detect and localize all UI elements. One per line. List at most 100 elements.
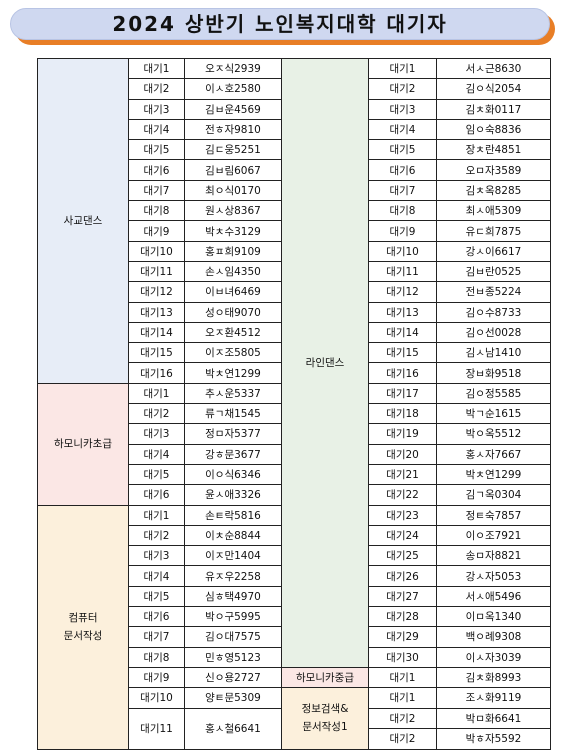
waitlist-number: 대기30: [368, 646, 437, 668]
applicant-code: 강ㅅ이6617: [436, 240, 551, 262]
applicant-code: 김ㅊ화8993: [436, 666, 551, 689]
waitlist-number: 대기28: [368, 606, 437, 628]
applicant-code: 박ㅎ자5592: [436, 728, 551, 750]
applicant-code: 이ㅁ옥1340: [436, 606, 551, 628]
waitlist-number: 대기1: [128, 57, 185, 80]
table-row: 대기6 박ㅇ구5995 대기28 이ㅁ옥1340: [38, 606, 551, 628]
waitlist-number: 대기15: [368, 342, 437, 364]
applicant-code: 이ㅅ자3039: [436, 646, 551, 668]
waitlist-number: 대기16: [368, 362, 437, 384]
waitlist-number: 대기17: [368, 382, 437, 405]
waitlist-number: 대기4: [128, 443, 185, 465]
applicant-code: 강ㅎ문3677: [184, 443, 282, 465]
waitlist-number: 대기14: [368, 321, 437, 344]
applicant-code: 조ㅅ화9119: [436, 687, 551, 709]
applicant-code: 손ㅅ임4350: [184, 260, 282, 283]
waitlist-number: 대기11: [128, 707, 185, 750]
applicant-code: 김ㅂ림6067: [184, 159, 282, 181]
waitlist-number: 대기9: [128, 666, 185, 689]
category-label: 문서작성1: [302, 721, 348, 734]
table-row: 대기5 김ㄷ웅5251 대기5 장ㅊ란4851: [38, 139, 551, 161]
applicant-code: 양ㅌ문5309: [184, 687, 282, 709]
table-row: 대기8 민ㅎ영5123 대기30 이ㅅ자3039: [38, 646, 551, 668]
applicant-code: 김ㅇ수8733: [436, 301, 551, 323]
table-row: 대기2 이ㅊ순8844 대기24 이ㅇ조7921: [38, 524, 551, 547]
applicant-code: 김ㅇ정5585: [436, 382, 551, 405]
table-row: 대기15 이ㅈ조5805 대기15 김ㅅ남1410: [38, 342, 551, 364]
applicant-code: 박ㅊ수3129: [184, 220, 282, 242]
waitlist-number: 대기10: [128, 240, 185, 262]
waitlist-number: 대기3: [128, 423, 185, 445]
applicant-code: 박ㅇ옥5512: [436, 423, 551, 445]
table-row: 대기9 신ㅇ용2727 하모니카중급 대기1 김ㅊ화8993: [38, 666, 551, 689]
category-label: 하모니카초급: [54, 438, 112, 451]
table-row: 대기5 심ㅎ택4970 대기27 서ㅅ애5496: [38, 585, 551, 608]
table-row: 대기16 박ㅊ연1299 대기16 장ㅂ화9518: [38, 362, 551, 384]
applicant-code: 이ㅈ조5805: [184, 342, 282, 364]
waitlist-number: 대기5: [128, 139, 185, 161]
applicant-code: 김ㅇ대7575: [184, 626, 282, 648]
applicant-code: 김ㅊ화0117: [436, 98, 551, 120]
applicant-code: 최ㅅ애5309: [436, 200, 551, 222]
applicant-code: 정ㅁ자5377: [184, 423, 282, 445]
waitlist-number: 대기7: [128, 179, 185, 202]
category-cell: 하모니카중급: [281, 666, 369, 689]
table-row: 대기5 이ㅇ식6346 대기21 박ㅊ연1299: [38, 463, 551, 486]
category-label: 하모니카중급: [296, 671, 354, 684]
waitlist-number: 대기1: [368, 687, 437, 709]
table-row: 대기13 성ㅇ태9070 대기13 김ㅇ수8733: [38, 301, 551, 323]
applicant-code: 박ㅇ구5995: [184, 606, 282, 628]
table-row: 대기6 김ㅂ림6067 대기6 오ㅁ자3589: [38, 159, 551, 181]
table-row: 대기3 이ㅈ만1404 대기25 송ㅁ자8821: [38, 545, 551, 567]
table-row: 대기6 윤ㅅ애3326 대기22 김ㄱ옥0304: [38, 484, 551, 506]
table-row: 대기4 유ㅈ우2258 대기26 강ㅅ자5053: [38, 565, 551, 587]
waitlist-number: 대기13: [368, 301, 437, 323]
waitlist-number: 대기2: [368, 78, 437, 100]
applicant-code: 박ㅊ연1299: [436, 463, 551, 486]
applicant-code: 손ㅌ락5816: [184, 504, 282, 526]
table-row: 대기4 전ㅎ자9810 대기4 임ㅇ숙8836: [38, 118, 551, 141]
applicant-code: 강ㅅ자5053: [436, 565, 551, 587]
waitlist-number: 대기12: [368, 281, 437, 303]
waitlist-number: 대기23: [368, 504, 437, 526]
waitlist-number: 대기20: [368, 443, 437, 465]
applicant-code: 오ㅈ식2939: [184, 57, 282, 80]
applicant-code: 박ㅁ화6641: [436, 707, 551, 729]
applicant-code: 이ㅇ조7921: [436, 524, 551, 547]
applicant-code: 송ㅁ자8821: [436, 545, 551, 567]
applicant-code: 유ㄷ희7875: [436, 220, 551, 242]
category-cell: 사교댄스: [37, 58, 129, 384]
applicant-code: 임ㅇ숙8836: [436, 118, 551, 141]
applicant-code: 오ㅁ자3589: [436, 159, 551, 181]
applicant-code: 김ㅂ운4569: [184, 98, 282, 120]
applicant-code: 김ㄷ웅5251: [184, 139, 282, 161]
applicant-code: 김ㄱ옥0304: [436, 484, 551, 506]
waitlist-number: 대기5: [128, 463, 185, 486]
waitlist-number: 대기2: [128, 403, 185, 425]
applicant-code: 김ㅂ란0525: [436, 260, 551, 283]
waitlist-number: 대기1: [368, 57, 437, 80]
applicant-code: 전ㅎ자9810: [184, 118, 282, 141]
waitlist-number: 대기2: [128, 524, 185, 547]
applicant-code: 윤ㅅ애3326: [184, 484, 282, 506]
waitlist-number: 대기8: [128, 646, 185, 668]
waitlist-number: 대기13: [128, 301, 185, 323]
applicant-code: 원ㅅ상8367: [184, 200, 282, 222]
waitlist-number: 대기5: [128, 585, 185, 608]
waitlist-number: 대기9: [368, 220, 437, 242]
waitlist-number: 대기11: [368, 260, 437, 283]
waitlist-number: 대기4: [368, 118, 437, 141]
title-banner: 2024 상반기 노인복지대학 대기자: [10, 8, 550, 40]
applicant-code: 장ㅂ화9518: [436, 362, 551, 384]
waitlist-number: 대기6: [128, 484, 185, 506]
category-cell: 컴퓨터 문서작성: [37, 504, 129, 750]
page-title: 2024 상반기 노인복지대학 대기자: [112, 12, 448, 36]
applicant-code: 성ㅇ태9070: [184, 301, 282, 323]
waitlist-number: 대기10: [128, 687, 185, 709]
category-label: 사교댄스: [63, 214, 103, 227]
waitlist-number: 대기8: [368, 200, 437, 222]
applicant-code: 최ㅇ식0170: [184, 179, 282, 202]
table-row: 사교댄스 대기1 오ㅈ식2939 라인댄스 대기1 서ㅅ근8630: [37, 57, 551, 668]
applicant-code: 추ㅅ운5337: [184, 382, 282, 405]
waitlist-number: 대기5: [368, 139, 437, 161]
